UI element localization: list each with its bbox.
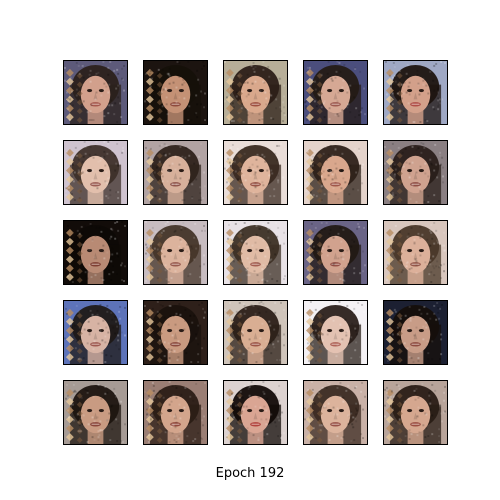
sample-image [303, 300, 368, 365]
sample-image [223, 300, 288, 365]
sample-image [303, 60, 368, 125]
sample-image [303, 380, 368, 445]
sample-image [383, 220, 448, 285]
sample-image [63, 60, 128, 125]
sample-image [63, 300, 128, 365]
sample-image [223, 140, 288, 205]
epoch-caption: Epoch 192 [215, 466, 285, 481]
sample-image [383, 60, 448, 125]
sample-image [63, 140, 128, 205]
sample-image [383, 300, 448, 365]
sample-image [223, 60, 288, 125]
sample-image [223, 380, 288, 445]
sample-image [143, 140, 208, 205]
sample-image [303, 140, 368, 205]
sample-image [303, 220, 368, 285]
sample-image [63, 380, 128, 445]
sample-image [143, 220, 208, 285]
sample-image [63, 220, 128, 285]
sample-image [383, 380, 448, 445]
sample-image [143, 60, 208, 125]
sample-image [143, 300, 208, 365]
sample-image [143, 380, 208, 445]
sample-image [383, 140, 448, 205]
sample-image [223, 220, 288, 285]
